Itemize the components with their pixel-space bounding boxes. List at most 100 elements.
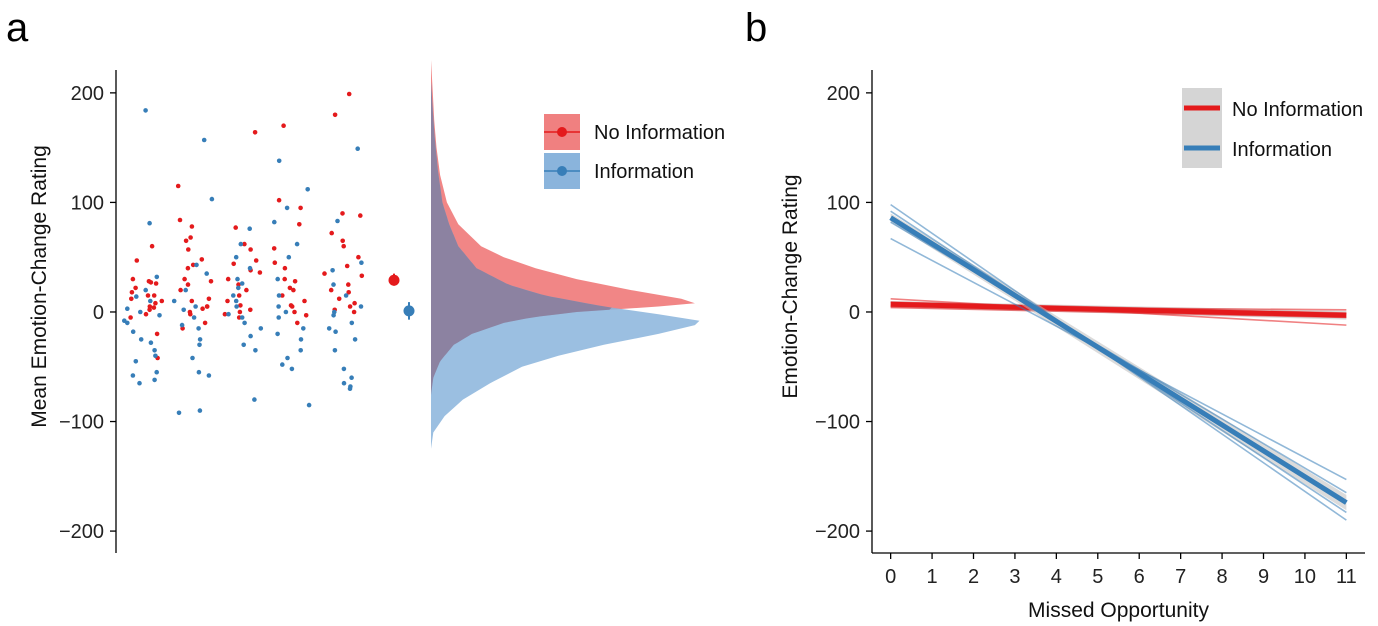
data-point-no-information	[328, 287, 334, 293]
data-point-no-information	[347, 304, 353, 309]
density-overlap	[431, 71, 612, 400]
data-point-information	[130, 373, 136, 378]
data-point-no-information	[208, 279, 214, 284]
y-axis-ticks: −200 −100 0 100 200	[815, 83, 872, 543]
data-point-information	[157, 313, 162, 318]
y-tick-label: −100	[59, 412, 104, 434]
data-point-information	[239, 315, 245, 320]
data-point-no-information	[298, 205, 303, 211]
data-point-information	[333, 329, 338, 335]
data-point-information	[341, 380, 347, 386]
x-tick-label: 2	[968, 566, 979, 588]
data-point-no-information	[130, 276, 136, 282]
data-point-information	[152, 348, 157, 353]
data-point-information	[209, 196, 215, 202]
x-tick-label: 8	[1217, 566, 1228, 588]
data-point-no-information	[233, 225, 238, 230]
data-point-no-information	[188, 311, 193, 317]
x-tick-label: 7	[1175, 566, 1186, 588]
panel-a: −200 −100 0 100 200 Mean Emotion-Change Rati…	[28, 60, 725, 553]
y-axis-title: Mean Emotion-Change Rating	[28, 145, 51, 428]
data-point-no-information	[237, 309, 243, 315]
data-point-information	[294, 241, 300, 247]
data-point-no-information	[225, 276, 231, 282]
data-point-no-information	[147, 307, 152, 313]
data-point-information	[276, 158, 282, 164]
data-point-no-information	[134, 258, 140, 263]
data-point-information	[247, 265, 253, 271]
data-point-no-information	[151, 305, 157, 310]
data-point-information	[181, 307, 186, 313]
data-point-information	[171, 298, 177, 304]
data-point-information	[226, 311, 231, 317]
data-point-no-information	[183, 238, 189, 244]
data-point-no-information	[175, 183, 181, 189]
data-point-information	[147, 220, 152, 226]
data-point-no-information	[322, 271, 327, 276]
data-point-no-information	[202, 320, 208, 326]
data-point-information	[280, 362, 285, 367]
data-point-no-information	[236, 282, 241, 287]
data-point-no-information	[186, 247, 191, 252]
data-point-no-information	[159, 298, 165, 304]
data-point-information	[197, 337, 203, 342]
y-tick-label: 100	[71, 192, 104, 214]
data-point-no-information	[340, 238, 346, 244]
x-tick-label: 9	[1258, 566, 1269, 588]
data-point-information	[176, 410, 182, 416]
data-point-information	[349, 320, 355, 326]
data-point-no-information	[344, 263, 350, 269]
data-point-no-information	[346, 91, 352, 97]
data-point-no-information	[292, 279, 298, 284]
data-point-information	[285, 355, 290, 361]
data-point-no-information	[332, 112, 338, 118]
data-point-no-information	[189, 298, 195, 304]
data-point-information	[234, 304, 239, 309]
data-point-information	[286, 254, 292, 260]
data-point-no-information	[153, 300, 158, 306]
x-tick-label: 0	[885, 566, 896, 588]
data-point-no-information	[190, 262, 196, 268]
data-point-no-information	[143, 311, 149, 317]
data-point-no-information	[154, 331, 160, 337]
data-point-information	[204, 271, 209, 276]
density-information	[431, 81, 700, 449]
data-point-information	[179, 322, 185, 328]
data-point-information	[133, 359, 139, 364]
legend-label: Information	[1232, 139, 1332, 161]
data-point-information	[194, 262, 199, 268]
data-point-information	[236, 285, 241, 291]
panel-label-b: b	[745, 6, 767, 50]
data-point-information	[191, 315, 197, 320]
data-point-no-information	[272, 260, 278, 266]
fit-line-no-information	[890, 301, 1347, 318]
data-point-information	[331, 282, 336, 287]
data-point-information	[138, 309, 143, 315]
legend-label: Information	[594, 161, 694, 183]
data-point-no-information	[281, 123, 286, 128]
data-point-no-information	[336, 296, 342, 302]
panel-b: −200 −100 0 100 200 0 1 2 3 4 5 6 7 8 9 10 11 Emotion-C…	[779, 70, 1365, 622]
data-point-no-information	[282, 265, 288, 271]
data-point-no-information	[178, 287, 183, 293]
data-point-information	[196, 369, 202, 375]
data-point-information	[272, 219, 277, 225]
data-point-information	[347, 386, 353, 392]
mean-point	[403, 305, 415, 317]
data-point-information	[241, 342, 246, 348]
data-point-information	[248, 333, 253, 339]
data-point-no-information	[147, 304, 153, 309]
data-point-information	[154, 274, 160, 280]
data-point-information	[352, 337, 358, 342]
data-point-information	[197, 342, 202, 348]
summary-points	[388, 273, 415, 320]
data-point-no-information	[351, 309, 357, 315]
data-point-information	[233, 254, 239, 260]
data-point-no-information	[199, 257, 205, 262]
y-tick-label: 0	[93, 302, 104, 324]
data-point-information	[201, 137, 207, 143]
data-point-information	[148, 298, 153, 304]
data-point-no-information	[346, 282, 351, 287]
data-point-no-information	[257, 270, 263, 275]
data-point-information	[206, 373, 212, 378]
